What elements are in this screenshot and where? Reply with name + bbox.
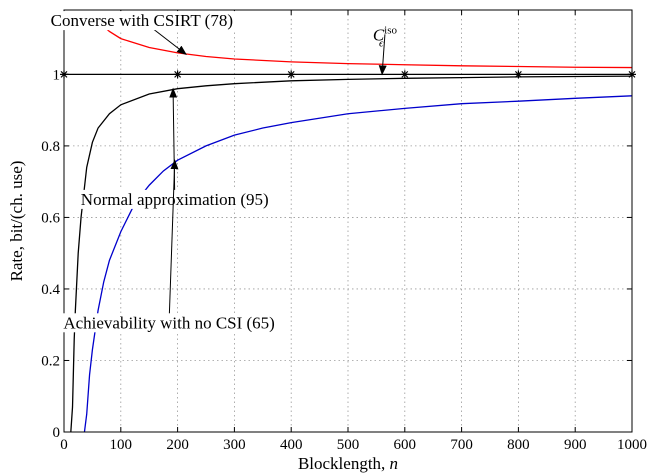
annotation-text-0: Converse with CSIRT (78) (51, 11, 233, 30)
y-axis-label: Rate, bit/(ch. use) (7, 161, 26, 282)
annotation-symbol: C (373, 25, 385, 44)
y-tick-label: 0 (53, 425, 61, 441)
annotation-superscript: iso (384, 24, 397, 36)
series-marker (400, 70, 409, 79)
series-marker (287, 70, 296, 79)
x-tick-label: 200 (166, 437, 189, 453)
ticks: 0 100 200 300 400 500 600 700 800 900 1000 0 0.2 0.4 0… (41, 10, 647, 453)
x-tick-label: 900 (564, 437, 587, 453)
x-tick-label: 500 (337, 437, 360, 453)
annotation-background (48, 11, 235, 31)
y-tick-label: 0.4 (41, 282, 60, 298)
x-tick-label: 600 (394, 437, 417, 453)
annotation-arrow-3 (168, 159, 179, 323)
y-tick-label: 1 (53, 67, 61, 83)
series-line-1 (70, 75, 633, 433)
y-tick-label: 0.2 (41, 353, 60, 369)
x-axis-label: Blocklength, n (298, 454, 398, 473)
annotation-text-1: Ciso ϵ (373, 24, 398, 49)
x-tick-label: 700 (450, 437, 473, 453)
y-tick-label: 0.6 (41, 210, 60, 226)
x-tick-label: 0 (60, 437, 68, 453)
series-marker (514, 70, 523, 79)
x-axis-label-var: n (390, 454, 399, 473)
x-tick-label: 800 (507, 437, 530, 453)
annotation-arrow-1 (378, 34, 387, 76)
x-axis-label-text: Blocklength, (298, 454, 390, 473)
annotations: Converse with CSIRT (78) Ciso ϵ Normal appr… (48, 11, 398, 333)
x-tick-label: 1000 (617, 437, 647, 453)
annotation-text-3: Achievability with no CSI (65) (63, 313, 275, 332)
y-tick-label: 0.8 (41, 139, 60, 155)
annotation-text-2: Normal approximation (95) (81, 190, 269, 209)
series-line-0 (97, 20, 633, 69)
annotation-subscript: ϵ (379, 37, 384, 49)
x-tick-label: 400 (280, 437, 303, 453)
series-marker (173, 70, 182, 79)
annotation-background (61, 313, 277, 333)
x-tick-label: 100 (110, 437, 133, 453)
annotation-background (78, 189, 271, 209)
x-tick-label: 300 (223, 437, 246, 453)
